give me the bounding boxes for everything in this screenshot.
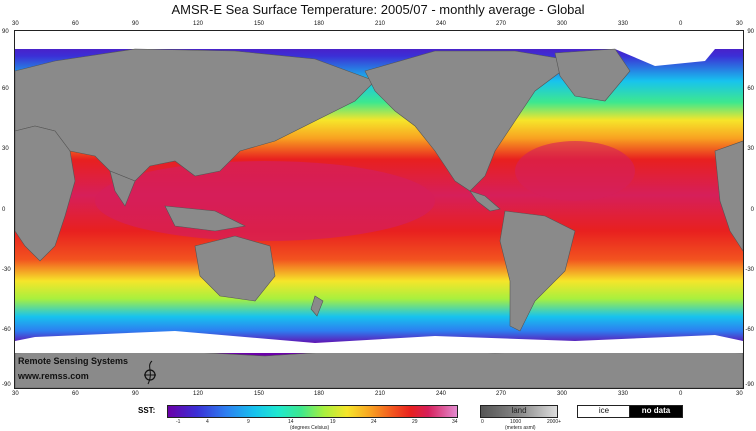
rss-logo-icon bbox=[144, 360, 156, 385]
sst-color-bar bbox=[167, 405, 458, 418]
sst-tick: 14 bbox=[288, 419, 294, 425]
bottom-tick: 330 bbox=[618, 391, 629, 397]
credits: Remote Sensing Systems www.remss.com bbox=[18, 354, 128, 384]
bottom-tick: 270 bbox=[496, 391, 507, 397]
right-tick: 90 bbox=[747, 29, 754, 35]
ice-legend-label: ice bbox=[598, 406, 610, 415]
right-tick: 60 bbox=[747, 86, 754, 92]
left-tick: 0 bbox=[2, 207, 6, 213]
sst-legend-label: SST: bbox=[138, 406, 156, 415]
sst-tick: 19 bbox=[330, 419, 336, 425]
bottom-tick: 30 bbox=[12, 391, 19, 397]
top-tick: 60 bbox=[72, 21, 79, 27]
top-tick: 0 bbox=[679, 21, 683, 27]
land-legend-label: land bbox=[511, 406, 527, 415]
bottom-tick: 180 bbox=[314, 391, 325, 397]
top-tick: 90 bbox=[132, 21, 139, 27]
top-tick: 300 bbox=[557, 21, 568, 27]
warm-pool bbox=[95, 161, 435, 241]
bottom-tick: 210 bbox=[375, 391, 386, 397]
africa bbox=[15, 125, 76, 262]
australia bbox=[194, 235, 276, 302]
land-tick: 2000+ bbox=[547, 419, 562, 425]
left-tick: -60 bbox=[2, 327, 11, 333]
sst-units: (degrees Celsius) bbox=[290, 425, 330, 431]
top-tick: 150 bbox=[254, 21, 265, 27]
top-tick: 270 bbox=[496, 21, 507, 27]
bottom-tick: 150 bbox=[254, 391, 265, 397]
right-tick: -60 bbox=[745, 327, 754, 333]
indonesia bbox=[164, 205, 246, 232]
top-tick: 180 bbox=[314, 21, 325, 27]
right-tick: 0 bbox=[750, 207, 754, 213]
left-tick: 30 bbox=[2, 146, 9, 152]
central-america bbox=[469, 190, 501, 212]
left-tick: 90 bbox=[2, 29, 9, 35]
sst-map[interactable] bbox=[14, 30, 744, 389]
nodata-swatch bbox=[629, 405, 683, 418]
bottom-tick: 0 bbox=[679, 391, 683, 397]
bottom-tick: 30 bbox=[736, 391, 743, 397]
land-tick: 0 bbox=[481, 419, 484, 425]
india bbox=[109, 170, 136, 207]
right-tick: 30 bbox=[747, 146, 754, 152]
land-units: (meters asml) bbox=[505, 425, 536, 431]
land-color-bar bbox=[480, 405, 558, 418]
credits-org: Remote Sensing Systems bbox=[18, 356, 129, 366]
nodata-legend-label: no data bbox=[641, 406, 671, 415]
top-tick: 240 bbox=[436, 21, 447, 27]
africa-east bbox=[714, 140, 743, 252]
bottom-tick: 120 bbox=[193, 391, 204, 397]
land-masses bbox=[15, 48, 743, 388]
left-tick: 60 bbox=[2, 86, 9, 92]
left-tick: -30 bbox=[2, 267, 11, 273]
new-zealand bbox=[310, 295, 324, 317]
sst-tick: 24 bbox=[371, 419, 377, 425]
bottom-tick: 90 bbox=[132, 391, 139, 397]
top-tick: 120 bbox=[193, 21, 204, 27]
antarctic-ice bbox=[15, 331, 743, 353]
right-tick: -30 bbox=[745, 267, 754, 273]
bottom-tick: 240 bbox=[436, 391, 447, 397]
sst-tick: 34 bbox=[452, 419, 458, 425]
arctic-ice-patch bbox=[615, 49, 715, 66]
top-tick: 30 bbox=[12, 21, 19, 27]
top-tick: 30 bbox=[736, 21, 743, 27]
bottom-tick: 60 bbox=[72, 391, 79, 397]
left-tick: -90 bbox=[2, 382, 11, 388]
land-tick: 1000 bbox=[510, 419, 522, 425]
map-title: AMSR-E Sea Surface Temperature: 2005/07 … bbox=[171, 2, 585, 17]
arctic-ice bbox=[15, 31, 743, 49]
sst-tick: -1 bbox=[176, 419, 181, 425]
top-tick: 210 bbox=[375, 21, 386, 27]
credits-url[interactable]: www.remss.com bbox=[18, 371, 89, 381]
sst-tick: 4 bbox=[206, 419, 209, 425]
north-america bbox=[364, 50, 576, 192]
atlantic-warm bbox=[515, 141, 635, 201]
sst-tick: 9 bbox=[247, 419, 250, 425]
bottom-tick: 300 bbox=[557, 391, 568, 397]
south-america bbox=[499, 210, 576, 332]
sst-tick: 29 bbox=[412, 419, 418, 425]
top-tick: 330 bbox=[618, 21, 629, 27]
right-tick: -90 bbox=[745, 382, 754, 388]
